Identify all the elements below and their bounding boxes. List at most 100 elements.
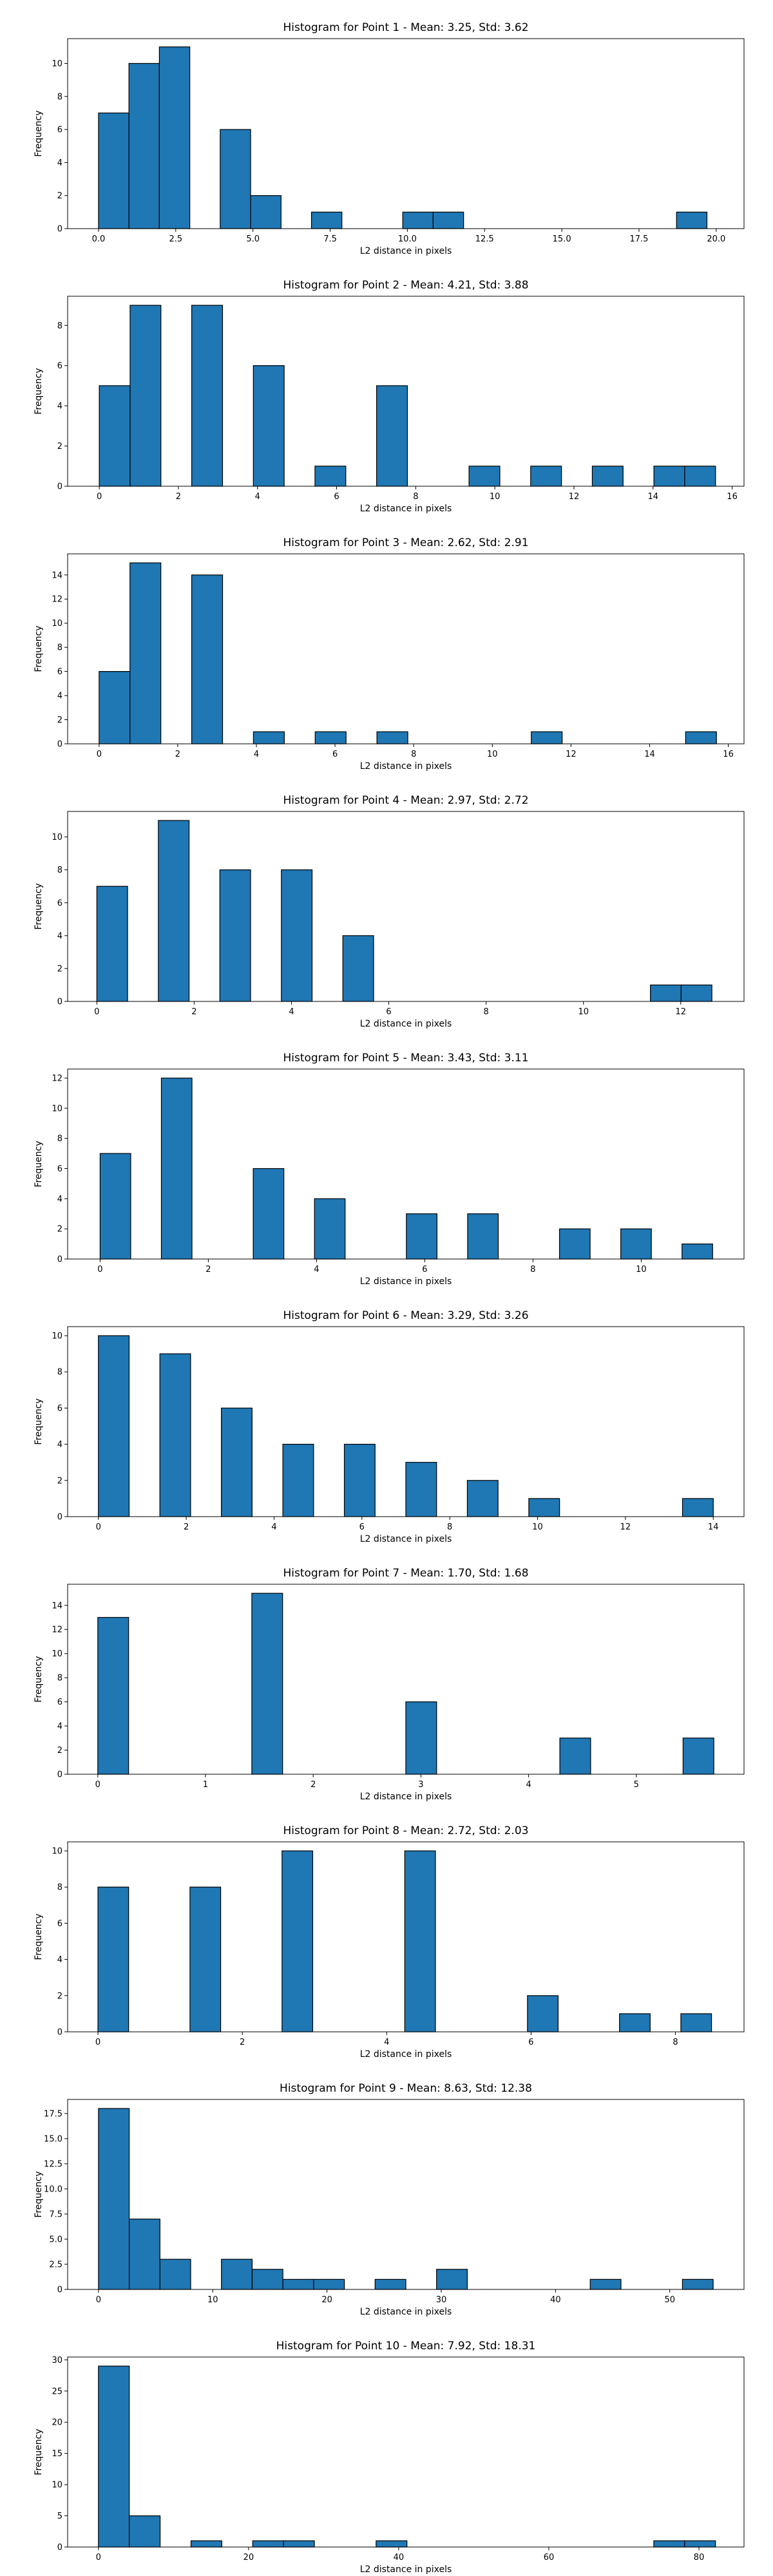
y-tick-label: 10 bbox=[52, 1104, 62, 1113]
x-tick-label: 8 bbox=[483, 1007, 488, 1017]
histogram-bar bbox=[96, 886, 128, 1002]
x-tick-label: 0 bbox=[95, 1780, 100, 1790]
y-tick-label: 12 bbox=[52, 1625, 62, 1635]
histogram-5: Histogram for Point 5 - Mean: 3.43, Std:… bbox=[33, 1052, 745, 1287]
y-tick-label: 2.5 bbox=[49, 2260, 62, 2269]
histogram-bar bbox=[376, 385, 408, 487]
chart-title: Histogram for Point 8 - Mean: 2.72, Std:… bbox=[283, 1824, 528, 1837]
histogram-bar bbox=[406, 1213, 437, 1260]
x-tick-label: 0.0 bbox=[92, 234, 106, 244]
y-tick-label: 2 bbox=[57, 442, 62, 451]
histogram-bar bbox=[129, 562, 162, 744]
histogram-bar bbox=[314, 1198, 346, 1260]
x-axis-label: L2 distance in pixels bbox=[360, 504, 452, 514]
x-tick-label: 14 bbox=[644, 750, 655, 759]
x-tick-label: 8 bbox=[411, 750, 416, 759]
histogram-bar bbox=[158, 46, 191, 229]
y-axis-label: Frequency bbox=[33, 1398, 44, 1444]
histogram-bar bbox=[253, 731, 285, 744]
x-tick-label: 20 bbox=[321, 2295, 332, 2305]
histogram-10: Histogram for Point 10 - Mean: 7.92, Std… bbox=[33, 2340, 745, 2575]
histogram-bar bbox=[405, 1701, 437, 1775]
histogram-bar bbox=[682, 1738, 714, 1775]
histogram-bar bbox=[128, 2219, 160, 2290]
histogram-bar bbox=[619, 2013, 651, 2032]
y-axis-label: Frequency bbox=[33, 110, 44, 156]
y-tick-label: 2 bbox=[57, 715, 62, 725]
y-tick-label: 0 bbox=[57, 998, 62, 1007]
y-tick-label: 4 bbox=[57, 1722, 62, 1732]
histogram-bar bbox=[282, 2278, 314, 2290]
x-tick-label: 80 bbox=[694, 2553, 705, 2562]
y-tick-label: 12 bbox=[52, 595, 62, 605]
histogram-bar bbox=[253, 1168, 285, 1260]
chart-title: Histogram for Point 6 - Mean: 3.29, Std:… bbox=[283, 1309, 528, 1322]
y-tick-label: 6 bbox=[57, 126, 62, 135]
x-tick-label: 6 bbox=[422, 1265, 427, 1274]
histogram-4: Histogram for Point 4 - Mean: 2.97, Std:… bbox=[33, 794, 745, 1029]
y-tick-label: 2 bbox=[57, 1746, 62, 1756]
x-tick-label: 4 bbox=[289, 1007, 294, 1017]
histogram-bar bbox=[376, 2540, 408, 2548]
x-tick-label: 20 bbox=[243, 2553, 254, 2562]
x-tick-label: 4 bbox=[526, 1780, 531, 1790]
y-tick-label: 6 bbox=[57, 898, 62, 908]
histogram-9: Histogram for Point 9 - Mean: 8.63, Std:… bbox=[33, 2082, 745, 2317]
histogram-bar bbox=[402, 211, 434, 229]
histogram-bar bbox=[310, 211, 343, 229]
histogram-bar bbox=[98, 1335, 130, 1517]
y-tick-label: 8 bbox=[57, 1674, 62, 1683]
histogram-3: Histogram for Point 3 - Mean: 2.62, Std:… bbox=[33, 536, 745, 772]
x-tick-label: 7.5 bbox=[323, 234, 337, 244]
histogram-2: Histogram for Point 2 - Mean: 4.21, Std:… bbox=[33, 279, 745, 514]
x-axis-label: L2 distance in pixels bbox=[360, 2564, 452, 2575]
histogram-bar bbox=[97, 1616, 129, 1775]
y-tick-label: 4 bbox=[57, 1195, 62, 1204]
y-tick-label: 5.0 bbox=[49, 2235, 62, 2244]
chart-title: Histogram for Point 5 - Mean: 3.43, Std:… bbox=[283, 1052, 528, 1065]
histogram-bar bbox=[684, 2540, 716, 2548]
histogram-bar bbox=[405, 1462, 437, 1517]
y-tick-label: 12 bbox=[52, 1074, 62, 1084]
x-tick-label: 40 bbox=[550, 2295, 561, 2305]
histogram-bar bbox=[653, 2540, 685, 2548]
y-tick-label: 15 bbox=[52, 2449, 62, 2459]
x-tick-label: 2 bbox=[184, 1522, 189, 1532]
histogram-bars bbox=[99, 562, 717, 744]
y-tick-label: 15.0 bbox=[44, 2134, 62, 2144]
x-tick-label: 8 bbox=[447, 1522, 452, 1532]
y-tick-label: 10 bbox=[52, 59, 62, 69]
x-tick-label: 10 bbox=[578, 1007, 589, 1017]
y-tick-label: 2 bbox=[57, 964, 62, 974]
x-axis-label: L2 distance in pixels bbox=[360, 2049, 452, 2060]
histogram-bar bbox=[467, 1213, 499, 1260]
y-tick-label: 12.5 bbox=[44, 2159, 62, 2169]
chart-title: Histogram for Point 4 - Mean: 2.97, Std:… bbox=[283, 794, 528, 807]
y-axis-label: Frequency bbox=[33, 1656, 44, 1702]
x-tick-label: 10 bbox=[636, 1265, 647, 1274]
y-tick-label: 10 bbox=[52, 1847, 62, 1857]
histogram-bar bbox=[620, 1228, 652, 1260]
x-tick-label: 0 bbox=[94, 1007, 99, 1017]
y-tick-label: 10.0 bbox=[44, 2184, 62, 2194]
histogram-bar bbox=[251, 1593, 283, 1775]
x-tick-label: 40 bbox=[394, 2553, 405, 2562]
y-tick-label: 20 bbox=[52, 2418, 62, 2428]
histogram-bars bbox=[98, 2365, 716, 2548]
x-tick-label: 2 bbox=[240, 2038, 245, 2047]
histogram-1: Histogram for Point 1 - Mean: 3.25, Std:… bbox=[33, 21, 745, 256]
x-tick-label: 0 bbox=[97, 750, 102, 759]
x-tick-label: 30 bbox=[436, 2295, 447, 2305]
histogram-bar bbox=[376, 731, 408, 744]
histogram-bar bbox=[282, 1850, 314, 2032]
histogram-bar bbox=[99, 671, 131, 744]
histogram-bar bbox=[650, 984, 682, 1002]
histogram-bar bbox=[99, 1153, 131, 1260]
y-tick-label: 30 bbox=[52, 2356, 62, 2365]
histogram-bar bbox=[342, 935, 374, 1002]
axes-frame bbox=[67, 1584, 745, 1775]
x-tick-label: 0 bbox=[97, 1265, 102, 1274]
y-tick-label: 2 bbox=[57, 191, 62, 201]
histogram-bar bbox=[158, 820, 190, 1002]
